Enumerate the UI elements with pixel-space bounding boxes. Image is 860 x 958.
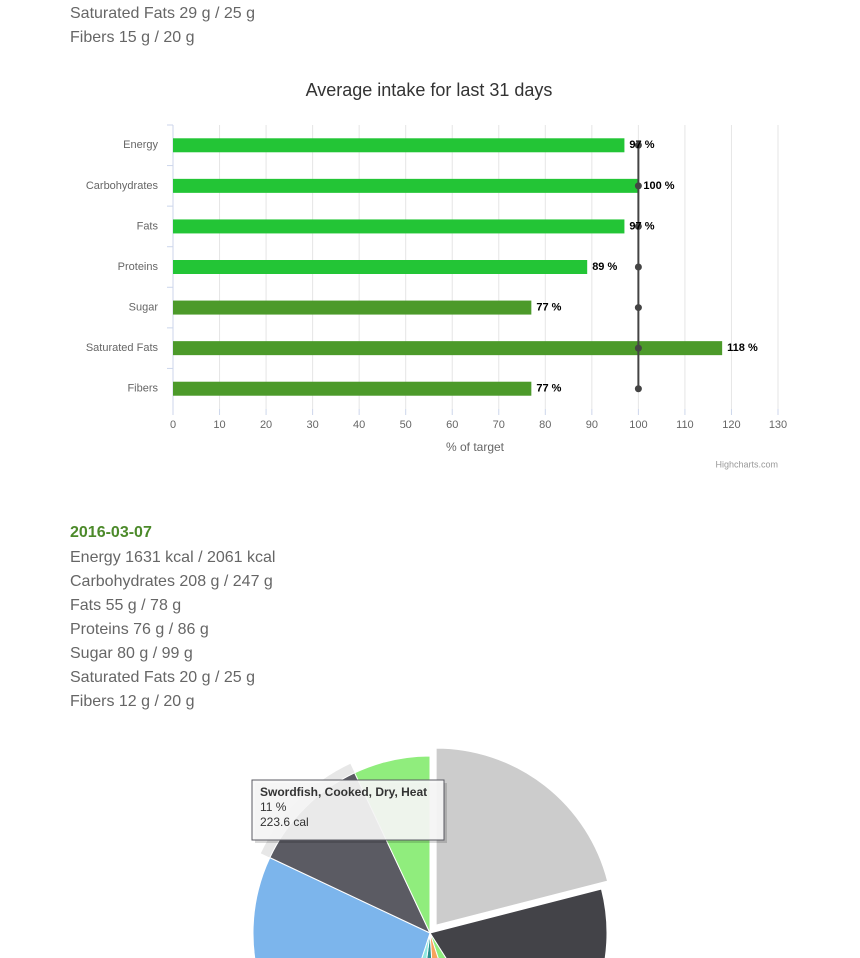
- x-tick-label: 60: [446, 419, 458, 431]
- bar: [173, 219, 625, 234]
- x-tick-label: 30: [306, 419, 318, 431]
- x-tick-label: 70: [493, 419, 505, 431]
- day-line: Energy 1631 kcal / 2061 kcal: [70, 549, 275, 566]
- x-tick-label: 40: [353, 419, 365, 431]
- y-tick-label: Carbohydrates: [86, 180, 159, 192]
- pie-slice: [429, 888, 608, 958]
- x-tick-label: 0: [170, 419, 176, 431]
- y-tick-label: Energy: [123, 139, 158, 151]
- data-label: 89 %: [592, 261, 617, 273]
- summary-line: Fibers 15 g / 20 g: [70, 29, 195, 46]
- x-tick-label: 10: [213, 419, 225, 431]
- x-tick-label: 90: [586, 419, 598, 431]
- bar: [173, 300, 532, 315]
- pie-slice: [429, 932, 447, 958]
- target-marker: [634, 344, 642, 352]
- data-label: 77 %: [536, 301, 561, 313]
- chart-title: Average intake for last 31 days: [306, 80, 553, 100]
- target-marker: [634, 141, 642, 149]
- day-line: Saturated Fats 20 g / 25 g: [70, 669, 255, 686]
- bar: [173, 341, 723, 356]
- x-tick-label: 110: [676, 419, 694, 431]
- y-tick-label: Fibers: [127, 383, 158, 395]
- x-axis-title: % of target: [446, 440, 505, 454]
- target-marker: [634, 182, 642, 190]
- credit[interactable]: Highcharts.com: [715, 459, 778, 469]
- y-tick-label: Sugar: [129, 301, 159, 313]
- data-label: 118 %: [727, 342, 758, 354]
- day-date: 2016-03-07: [70, 524, 152, 541]
- tooltip-value: 11 %: [260, 800, 287, 814]
- x-tick-label: 50: [400, 419, 412, 431]
- y-tick-label: Proteins: [118, 261, 159, 273]
- bar: [173, 381, 532, 396]
- y-tick-label: Fats: [137, 220, 159, 232]
- day-line: Proteins 76 g / 86 g: [70, 621, 209, 638]
- bar: [173, 178, 639, 193]
- x-tick-label: 130: [769, 419, 787, 431]
- day-line: Fats 55 g / 78 g: [70, 597, 181, 614]
- x-tick-label: 80: [539, 419, 551, 431]
- pie-slice: [252, 856, 431, 958]
- x-tick-label: 20: [260, 419, 272, 431]
- x-tick-label: 100: [629, 419, 647, 431]
- day-line: Carbohydrates 208 g / 247 g: [70, 573, 273, 590]
- pie-slice: [435, 747, 609, 926]
- y-tick-label: Saturated Fats: [86, 342, 159, 354]
- data-label: 97 %: [629, 220, 654, 232]
- target-marker: [634, 385, 642, 393]
- data-label: 77 %: [536, 383, 561, 395]
- summary-line: Saturated Fats 29 g / 25 g: [70, 5, 255, 22]
- day-line: Sugar 80 g / 99 g: [70, 645, 193, 662]
- tooltip-box: [251, 779, 445, 841]
- target-marker: [634, 222, 642, 230]
- data-label: 100 %: [643, 180, 674, 192]
- data-label: 97 %: [629, 139, 654, 151]
- tooltip-detail: 223.6 cal: [260, 815, 309, 829]
- x-tick-label: 120: [722, 419, 740, 431]
- tooltip-title: Swordfish, Cooked, Dry, Heat: [260, 785, 427, 799]
- pie-slice: [429, 932, 439, 958]
- day-line: Fibers 12 g / 20 g: [70, 693, 195, 710]
- bar: [173, 138, 625, 153]
- target-marker: [634, 304, 642, 312]
- bar: [173, 260, 588, 274]
- target-marker: [634, 263, 642, 271]
